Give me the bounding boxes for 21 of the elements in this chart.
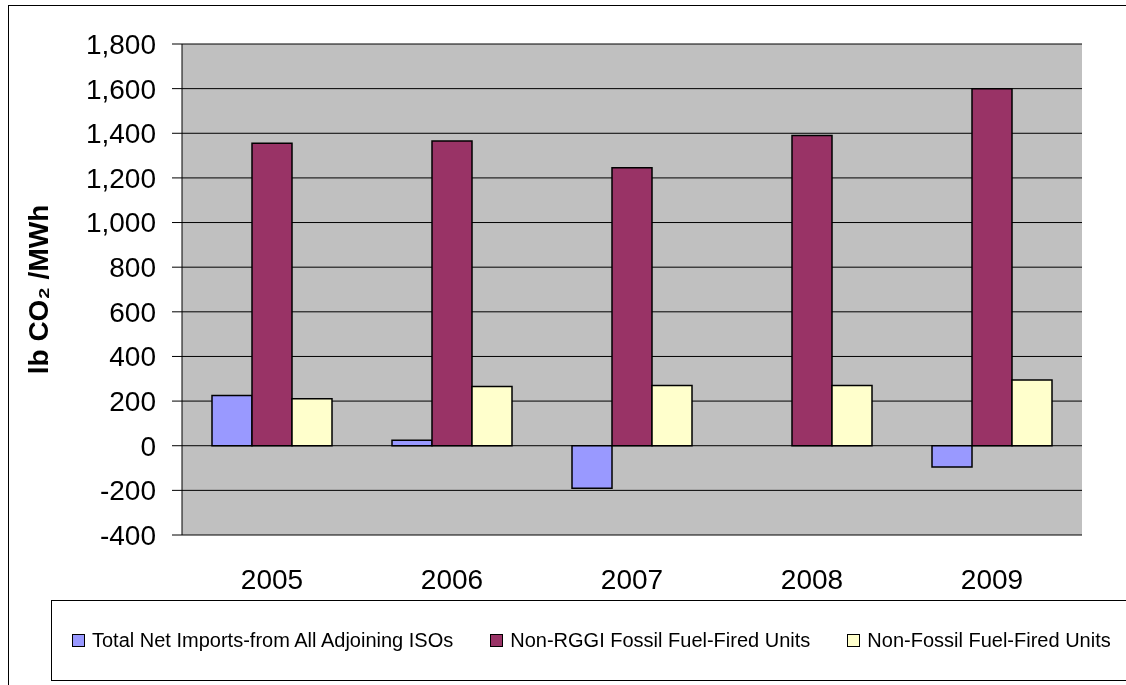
x-tick-label: 2006 <box>420 563 484 595</box>
y-tick-label: 1,800 <box>85 28 156 60</box>
legend-label: Total Net Imports-from All Adjoining ISOs <box>92 629 454 652</box>
x-tick-label: 2005 <box>240 563 304 595</box>
y-tick-label: 200 <box>109 386 156 418</box>
y-tick-label: -200 <box>99 475 156 507</box>
y-tick-label: 1,000 <box>85 207 156 239</box>
x-tick-label: 2007 <box>600 563 664 595</box>
y-tick-label: 800 <box>109 252 156 284</box>
y-tick-label: -400 <box>99 519 156 551</box>
y-tick-label: 1,200 <box>85 162 156 194</box>
x-tick-label: 2009 <box>960 563 1024 595</box>
y-tick-label: 1,600 <box>85 73 156 105</box>
y-tick-label: 1,400 <box>85 118 156 150</box>
x-tick-label: 2008 <box>780 563 844 595</box>
legend-label: Non-RGGI Fossil Fuel-Fired Units <box>510 629 811 652</box>
legend-label: Non-Fossil Fuel-Fired Units <box>867 629 1111 652</box>
y-tick-label: 600 <box>109 296 156 328</box>
y-tick-label: 400 <box>109 341 156 373</box>
y-tick-label: 0 <box>140 430 156 462</box>
y-axis-title: lb CO₂ /MWh <box>22 204 54 375</box>
